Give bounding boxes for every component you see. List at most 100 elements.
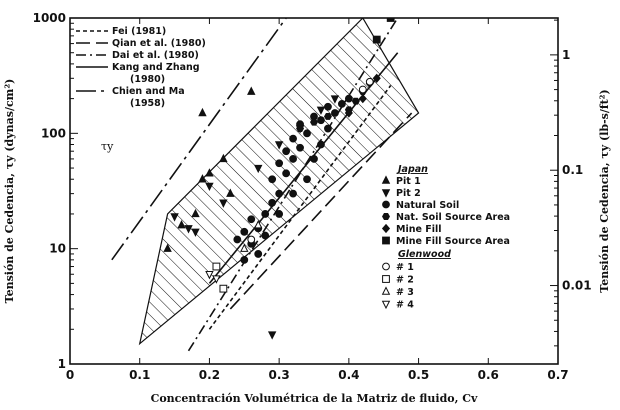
y2-axis-label: Tensión de Cedencia, τy (lb-s/ft²)	[598, 89, 611, 292]
data-point-29	[268, 198, 277, 207]
data-point-34	[282, 147, 291, 156]
correlation-line-4	[229, 112, 413, 310]
data-point-63	[372, 35, 381, 44]
marker-legend-japan-label-5: Mine Fill	[396, 224, 441, 235]
x-tick-label-7: 0.7	[547, 368, 568, 382]
data-point-50	[275, 210, 284, 218]
data-point-48	[317, 140, 325, 149]
data-point-22	[240, 227, 249, 236]
line-legend: Fei (1981)Qian et al. (1980)Dai et al. (…	[76, 26, 206, 109]
data-point-15	[254, 164, 263, 174]
marker-legend-japan-label-1: Pit 1	[396, 176, 421, 187]
data-point-70	[240, 243, 249, 252]
data-point-46	[303, 175, 311, 184]
data-points-layer	[163, 18, 395, 340]
data-point-65	[358, 85, 367, 94]
data-point-12	[191, 228, 200, 237]
marker-legend-japan-swatch-1	[381, 175, 391, 184]
data-point-41	[317, 116, 325, 125]
marker-legend-glenwood-label-2: # 2	[396, 275, 414, 286]
x-axis-label: Concentración Volumétrica de la Matriz d…	[151, 392, 478, 405]
y2-axis-ticks: 0.01 0.1 1	[550, 19, 592, 347]
marker-legend-japan-label-6: Mine Fill Source Area	[396, 236, 510, 247]
x-tick-label-3: 0.3	[269, 368, 290, 382]
line-legend-label-1: Fei (1981)	[112, 26, 166, 37]
x-tick-label-5: 0.5	[408, 368, 429, 382]
data-point-37	[296, 143, 304, 152]
line-legend-label-4: Kang and Zhang (1980)	[112, 62, 200, 85]
marker-legend-glenwood-swatch-1	[382, 262, 390, 271]
data-point-67	[247, 235, 256, 244]
data-point-51	[289, 189, 297, 198]
data-point-18	[316, 106, 326, 115]
marker-legend-glenwood-swatch-2	[382, 275, 390, 283]
data-point-10	[170, 213, 179, 222]
x-tick-label-6: 0.6	[478, 368, 499, 382]
data-point-62	[372, 73, 381, 83]
data-point-19	[330, 95, 340, 104]
tau-y-label: τy	[101, 140, 114, 153]
data-point-13	[205, 182, 214, 192]
data-point-14	[219, 199, 228, 208]
y-tick-label-3: 1000	[33, 11, 66, 25]
marker-legend-glenwood-swatch-4	[381, 300, 391, 310]
y-axis-label: Tensión de Cedencia, τy (dynas/cm²)	[3, 79, 16, 304]
data-point-53	[296, 125, 305, 133]
data-point-43	[331, 109, 339, 117]
data-point-57	[351, 97, 360, 105]
marker-legend-japan-label-3: Natural Soil	[396, 200, 459, 211]
y-tick-label-2: 100	[41, 126, 66, 140]
marker-legend-glenwood-label-4: # 4	[396, 300, 414, 311]
data-point-66	[365, 77, 374, 86]
marker-legend-japan-swatch-6	[382, 236, 390, 245]
data-point-60	[358, 93, 367, 104]
data-point-30	[268, 175, 277, 184]
data-point-71	[254, 220, 263, 229]
y2-tick-label-0: 0.01	[562, 279, 592, 293]
data-point-72	[205, 271, 214, 280]
data-point-4	[198, 174, 207, 183]
data-point-45	[344, 94, 353, 103]
marker-legend-glenwood-label-3: # 3	[396, 287, 414, 298]
marker-legend-glenwood-label-1: # 1	[396, 262, 414, 273]
data-point-28	[261, 231, 270, 240]
y-tick-label-0: 1	[58, 357, 66, 371]
line-legend-label-2: Qian et al. (1980)	[112, 38, 206, 49]
data-point-9	[226, 188, 235, 197]
x-tick-label-1: 0.1	[129, 368, 150, 382]
data-point-59	[344, 108, 353, 118]
data-point-44	[337, 99, 346, 108]
data-point-52	[240, 255, 249, 264]
correlation-line-1	[111, 18, 287, 261]
y2-tick-label-1: 0.1	[562, 163, 583, 177]
data-point-47	[310, 155, 318, 163]
y-tick-label-1: 10	[49, 242, 66, 256]
data-point-8	[247, 86, 256, 95]
data-point-3	[191, 208, 200, 218]
data-point-24	[247, 215, 256, 224]
data-point-36	[289, 134, 297, 143]
data-point-32	[275, 159, 284, 168]
data-point-42	[324, 102, 332, 111]
correlation-line-2	[187, 18, 399, 352]
x-axis-ticks: 0 0.1 0.2 0.3 0.4 0.5 0.6 0.7	[66, 18, 569, 382]
data-point-5	[205, 168, 214, 177]
marker-legend-glenwood-swatch-3	[381, 286, 391, 295]
y2-tick-label-2: 1	[562, 48, 570, 62]
data-point-20	[267, 331, 277, 340]
data-point-21	[233, 235, 242, 244]
data-point-16	[274, 141, 284, 150]
marker-legend-japan-swatch-5	[381, 223, 391, 234]
x-tick-label-0: 0	[66, 368, 74, 382]
data-point-31	[275, 189, 284, 198]
data-point-54	[310, 118, 318, 126]
data-point-39	[303, 129, 311, 138]
x-tick-label-2: 0.2	[199, 368, 220, 382]
data-point-7	[198, 107, 207, 117]
data-point-25	[254, 250, 263, 258]
marker-legend-japan-swatch-2	[381, 189, 391, 198]
data-point-49	[324, 124, 332, 133]
plot-frame	[69, 17, 559, 365]
data-point-6	[219, 153, 228, 163]
